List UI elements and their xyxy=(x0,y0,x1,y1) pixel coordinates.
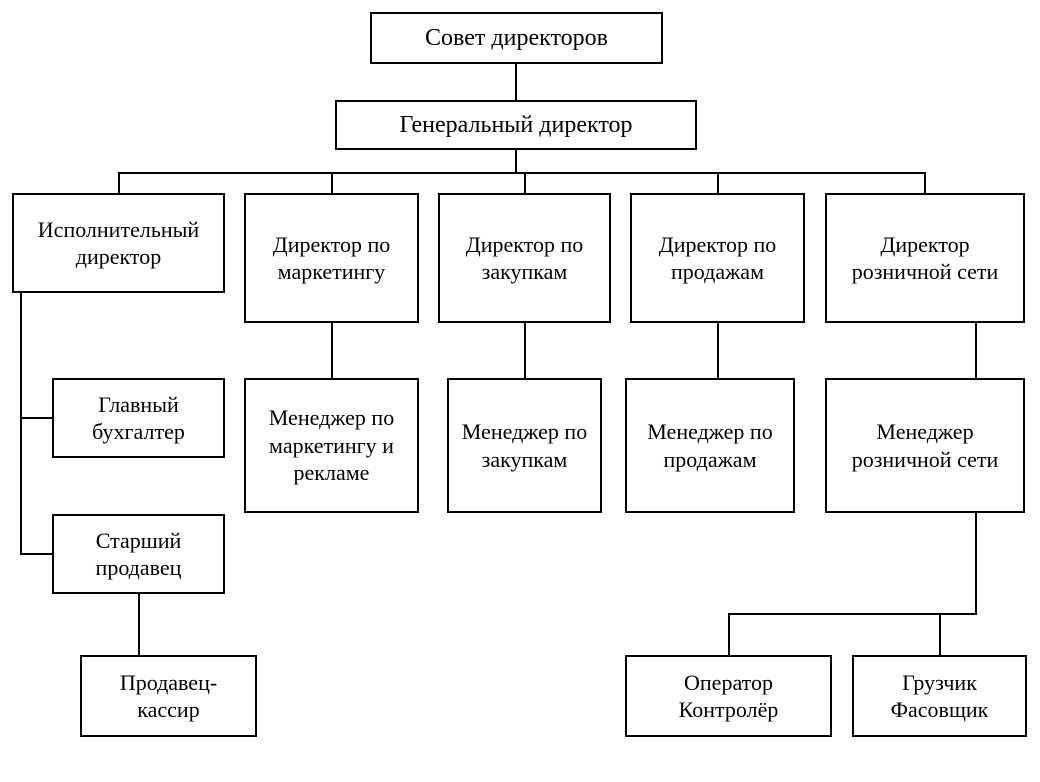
node-label: Оператор Контролёр xyxy=(637,669,820,724)
edge-sales xyxy=(717,323,719,378)
edge-retail xyxy=(975,323,977,378)
node-marketing-director: Директор по маркетингу xyxy=(244,193,419,323)
node-ceo: Генеральный директор xyxy=(335,100,697,150)
edge-to-operator xyxy=(728,613,730,655)
edge-marketing xyxy=(331,323,333,378)
edge-directors-bus xyxy=(118,172,926,174)
node-label: Директор розничной сети xyxy=(837,231,1013,286)
edge-to-senior-seller xyxy=(20,553,52,555)
node-cashier: Продавец-кассир xyxy=(80,655,257,737)
node-label: Директор по продажам xyxy=(642,231,793,286)
node-label: Менеджер розничной сети xyxy=(837,418,1013,473)
node-board: Совет директоров xyxy=(370,12,663,64)
node-operator: Оператор Контролёр xyxy=(625,655,832,737)
node-label: Исполнительный директор xyxy=(24,216,213,271)
node-retail-manager: Менеджер розничной сети xyxy=(825,378,1025,513)
node-label: Старший продавец xyxy=(64,527,213,582)
edge-to-accountant xyxy=(20,417,52,419)
edge-to-retail-dir xyxy=(924,172,926,193)
edge-retail-mgr-down xyxy=(975,513,977,613)
node-label: Менеджер по продажам xyxy=(637,418,783,473)
node-exec-director: Исполнительный директор xyxy=(12,193,225,293)
edge-exec-trunk xyxy=(20,293,22,554)
node-label: Главный бухгалтер xyxy=(64,391,213,446)
edge-purchasing xyxy=(524,323,526,378)
node-chief-accountant: Главный бухгалтер xyxy=(52,378,225,458)
edge-board-ceo xyxy=(515,64,517,100)
edge-to-exec xyxy=(118,172,120,193)
edge-to-purchasing-dir xyxy=(524,172,526,193)
node-purchasing-manager: Менеджер по закупкам xyxy=(447,378,602,513)
node-label: Генеральный директор xyxy=(399,110,632,140)
node-marketing-manager: Менеджер по маркетингу и рекламе xyxy=(244,378,419,513)
node-purchasing-director: Директор по закупкам xyxy=(438,193,611,323)
edge-seller-cashier xyxy=(138,594,140,655)
node-sales-director: Директор по продажам xyxy=(630,193,805,323)
node-label: Грузчик Фасовщик xyxy=(864,669,1015,724)
node-senior-seller: Старший продавец xyxy=(52,514,225,594)
edge-ceo-down xyxy=(515,150,517,172)
node-label: Менеджер по маркетингу и рекламе xyxy=(256,404,407,487)
edge-to-marketing-dir xyxy=(331,172,333,193)
node-label: Директор по закупкам xyxy=(450,231,599,286)
node-retail-director: Директор розничной сети xyxy=(825,193,1025,323)
node-sales-manager: Менеджер по продажам xyxy=(625,378,795,513)
node-label: Продавец-кассир xyxy=(92,669,245,724)
node-loader: Грузчик Фасовщик xyxy=(852,655,1027,737)
edge-to-sales-dir xyxy=(717,172,719,193)
edge-to-loader xyxy=(939,613,941,655)
node-label: Совет директоров xyxy=(425,23,608,53)
node-label: Менеджер по закупкам xyxy=(459,418,590,473)
node-label: Директор по маркетингу xyxy=(256,231,407,286)
